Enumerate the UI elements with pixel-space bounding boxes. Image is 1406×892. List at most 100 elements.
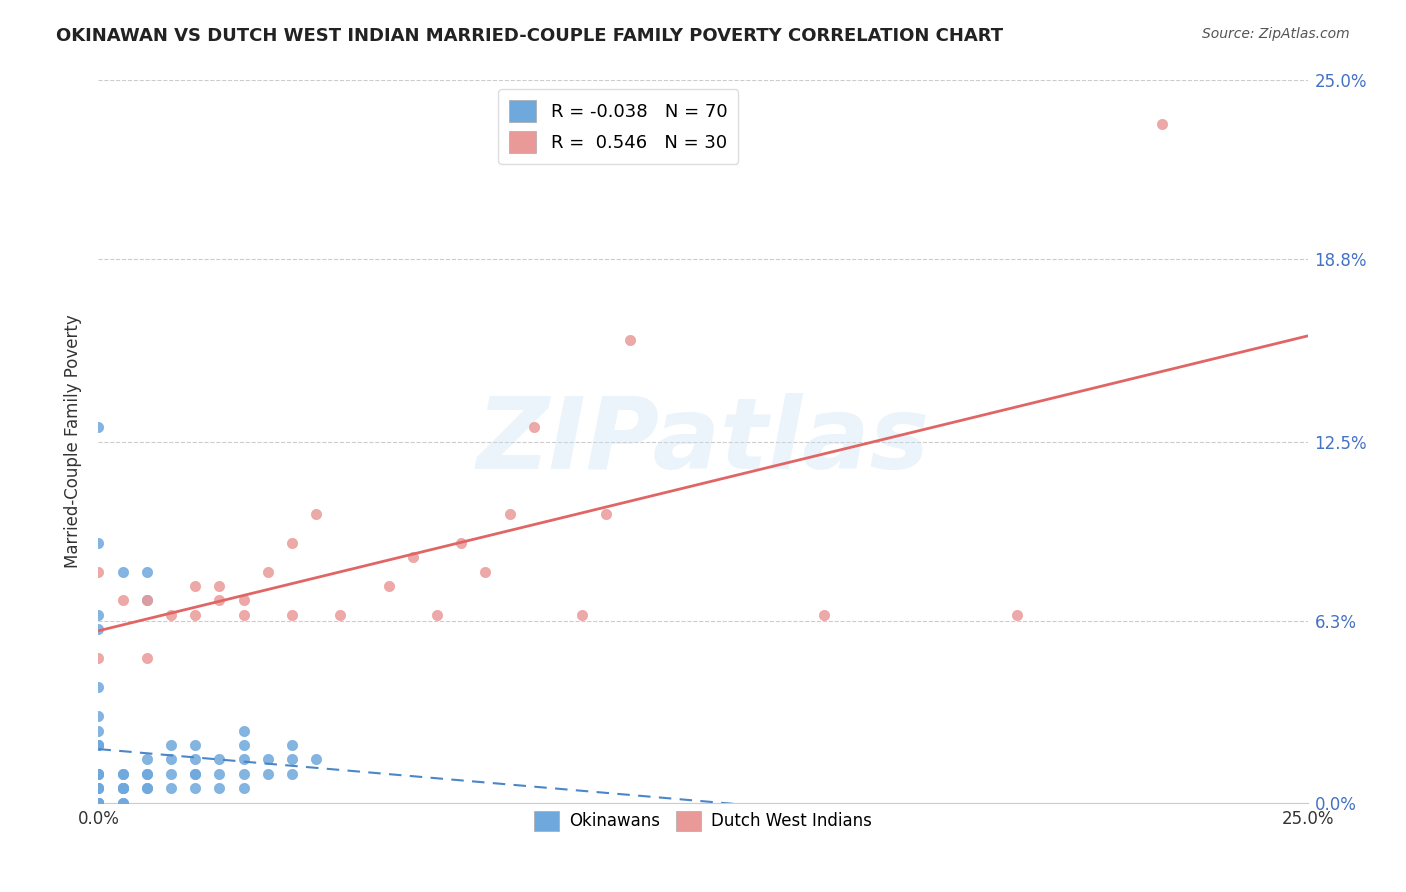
Point xyxy=(111,781,134,796)
Point xyxy=(571,607,593,622)
Point xyxy=(208,767,231,781)
Point xyxy=(87,565,110,579)
Point xyxy=(111,565,134,579)
Text: ZIPatlas: ZIPatlas xyxy=(477,393,929,490)
Point xyxy=(87,607,110,622)
Point xyxy=(87,796,110,810)
Point xyxy=(281,752,304,766)
Point xyxy=(111,767,134,781)
Point xyxy=(595,507,617,521)
Point xyxy=(87,796,110,810)
Point xyxy=(160,752,183,766)
Point xyxy=(160,738,183,752)
Point xyxy=(281,767,304,781)
Legend: R = -0.038   N = 70, R =  0.546   N = 30: R = -0.038 N = 70, R = 0.546 N = 30 xyxy=(499,89,738,164)
Point xyxy=(281,607,304,622)
Point xyxy=(135,781,157,796)
Text: OKINAWAN VS DUTCH WEST INDIAN MARRIED-COUPLE FAMILY POVERTY CORRELATION CHART: OKINAWAN VS DUTCH WEST INDIAN MARRIED-CO… xyxy=(56,27,1004,45)
Point xyxy=(281,535,304,549)
Point xyxy=(87,680,110,694)
Point xyxy=(87,796,110,810)
Point xyxy=(87,723,110,738)
Point xyxy=(377,579,399,593)
Point xyxy=(256,752,278,766)
Point xyxy=(232,723,254,738)
Point xyxy=(232,752,254,766)
Point xyxy=(87,767,110,781)
Point xyxy=(208,593,231,607)
Point xyxy=(87,781,110,796)
Point xyxy=(87,796,110,810)
Point xyxy=(305,507,328,521)
Point xyxy=(426,607,449,622)
Point xyxy=(87,623,110,637)
Point xyxy=(160,781,183,796)
Point xyxy=(135,593,157,607)
Point xyxy=(87,767,110,781)
Point xyxy=(87,738,110,752)
Point xyxy=(135,781,157,796)
Point xyxy=(135,565,157,579)
Point xyxy=(87,767,110,781)
Point xyxy=(87,796,110,810)
Point xyxy=(87,796,110,810)
Point xyxy=(135,752,157,766)
Point xyxy=(232,607,254,622)
Point xyxy=(87,535,110,549)
Point xyxy=(232,738,254,752)
Y-axis label: Married-Couple Family Poverty: Married-Couple Family Poverty xyxy=(65,315,83,568)
Point xyxy=(523,420,546,434)
Point xyxy=(329,607,352,622)
Point xyxy=(184,579,207,593)
Point xyxy=(87,796,110,810)
Point xyxy=(184,767,207,781)
Point xyxy=(498,507,520,521)
Point xyxy=(135,651,157,665)
Point xyxy=(111,781,134,796)
Point xyxy=(160,607,183,622)
Point xyxy=(87,709,110,723)
Point xyxy=(87,738,110,752)
Point xyxy=(813,607,835,622)
Point xyxy=(111,781,134,796)
Text: Source: ZipAtlas.com: Source: ZipAtlas.com xyxy=(1202,27,1350,41)
Point xyxy=(111,796,134,810)
Point xyxy=(87,781,110,796)
Point xyxy=(87,796,110,810)
Point xyxy=(184,738,207,752)
Point xyxy=(1152,117,1174,131)
Point xyxy=(402,550,425,565)
Point xyxy=(87,767,110,781)
Point xyxy=(208,781,231,796)
Point xyxy=(619,334,641,348)
Point xyxy=(87,796,110,810)
Point xyxy=(232,767,254,781)
Point xyxy=(1007,607,1029,622)
Point xyxy=(256,767,278,781)
Point xyxy=(184,767,207,781)
Point xyxy=(87,781,110,796)
Point xyxy=(87,420,110,434)
Point xyxy=(87,781,110,796)
Point xyxy=(111,767,134,781)
Point xyxy=(87,651,110,665)
Point xyxy=(111,796,134,810)
Point xyxy=(305,752,328,766)
Point xyxy=(160,767,183,781)
Point xyxy=(111,781,134,796)
Point xyxy=(184,607,207,622)
Point xyxy=(232,593,254,607)
Point xyxy=(450,535,472,549)
Point xyxy=(208,579,231,593)
Point xyxy=(256,565,278,579)
Point xyxy=(232,781,254,796)
Point xyxy=(87,738,110,752)
Point xyxy=(135,767,157,781)
Point xyxy=(474,565,496,579)
Point xyxy=(135,593,157,607)
Point xyxy=(184,752,207,766)
Point xyxy=(135,767,157,781)
Point xyxy=(281,738,304,752)
Point xyxy=(111,593,134,607)
Point xyxy=(87,738,110,752)
